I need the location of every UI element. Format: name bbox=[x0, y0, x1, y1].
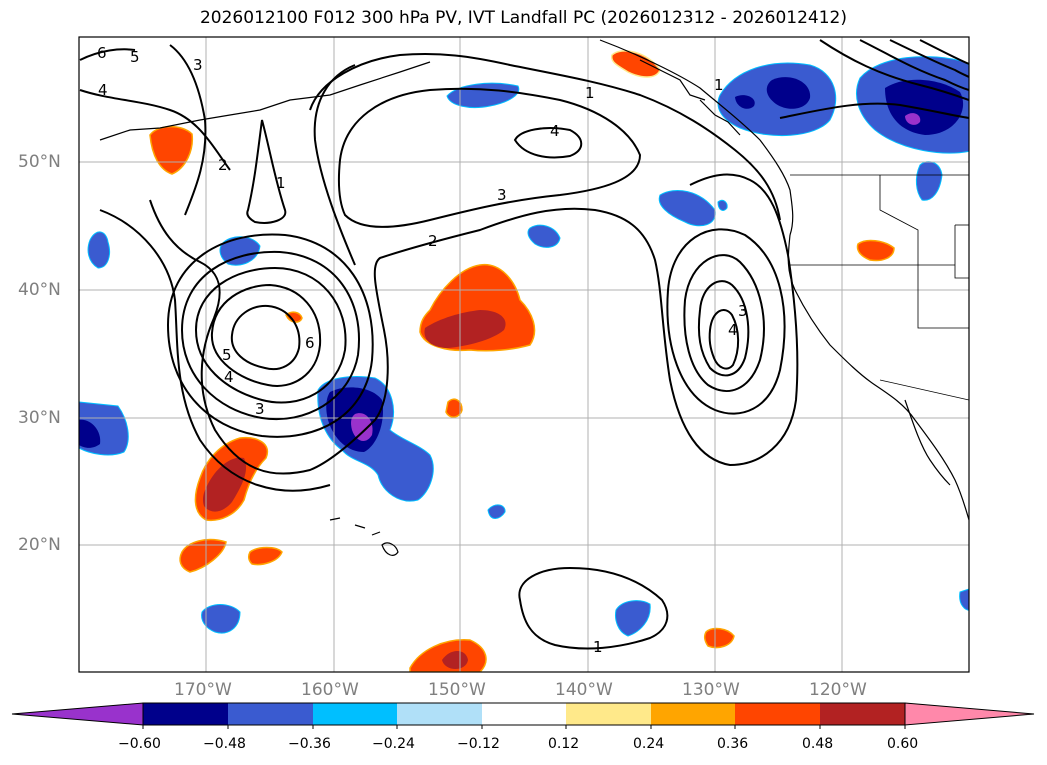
colorbar-tick-label: −0.12 bbox=[457, 736, 500, 752]
neg-fill-dateline-core bbox=[79, 419, 101, 448]
contour-label: 6 bbox=[97, 44, 107, 62]
colorbar bbox=[11, 702, 1035, 729]
neg-fill-offshore bbox=[658, 189, 716, 227]
contour-label: 2 bbox=[428, 232, 438, 250]
neg-fill-subtrop-purple bbox=[351, 413, 373, 442]
colorbar-bin bbox=[566, 703, 651, 725]
map-frame bbox=[78, 36, 970, 673]
contour-label: 5 bbox=[130, 48, 140, 66]
colorbar-extend-low bbox=[11, 702, 144, 726]
neg-fill-hawaii-e bbox=[487, 504, 506, 519]
map-title: 2026012100 F012 300 hPa PV, IVT Landfall… bbox=[199, 8, 847, 28]
neg-fill-se bbox=[959, 588, 969, 611]
lat-label-40n: 40°N bbox=[18, 280, 61, 300]
pos-fill-west-small bbox=[179, 538, 227, 573]
lon-label-120w: 120°W bbox=[809, 680, 867, 700]
colorbar-bin bbox=[482, 703, 566, 725]
neg-fill-central-1 bbox=[527, 224, 561, 248]
contour-label: 1 bbox=[585, 84, 595, 102]
neg-fill-west-1 bbox=[219, 236, 261, 266]
colorbar-bin bbox=[228, 703, 313, 725]
colorbar-bin bbox=[820, 703, 905, 725]
neg-fill-alaska-1-small bbox=[735, 95, 755, 109]
neg-fill-bc-core bbox=[885, 79, 964, 135]
neg-fill-south-1 bbox=[201, 604, 241, 634]
contour-label: 4 bbox=[98, 81, 108, 99]
colorbar-tick-label: 0.36 bbox=[717, 736, 749, 752]
colorbar-bin bbox=[735, 703, 820, 725]
pos-fill-south-e bbox=[703, 627, 735, 649]
contour-label: 3 bbox=[738, 302, 748, 320]
pos-fill-south-core bbox=[442, 651, 468, 669]
colorbar-bin bbox=[397, 703, 482, 725]
colorbar-tick-label: −0.24 bbox=[372, 736, 415, 752]
lon-label-160w: 160°W bbox=[301, 680, 359, 700]
pos-fill-west-small-2 bbox=[247, 546, 283, 566]
contour-label: 4 bbox=[224, 368, 234, 386]
lat-label-20n: 20°N bbox=[18, 535, 61, 555]
neg-fill-bc-purple bbox=[905, 113, 921, 125]
colorbar-bin bbox=[313, 703, 397, 725]
colorbar-tick-label: −0.36 bbox=[288, 736, 331, 752]
pos-fill-west-subtrop-core bbox=[202, 457, 247, 512]
neg-fill-south-2 bbox=[615, 600, 651, 637]
contour-label: 1 bbox=[593, 638, 603, 656]
colorbar-bin bbox=[651, 703, 735, 725]
neg-fill-nw-pac-1 bbox=[446, 82, 520, 109]
contour-labels: 6 5 4 3 2 1 1 2 3 4 1 3 4 5 6 3 4 1 bbox=[97, 44, 748, 656]
pos-fill-central-core bbox=[424, 310, 506, 348]
colorbar-tick-label: 0.60 bbox=[887, 736, 919, 752]
contour-label: 3 bbox=[255, 400, 265, 418]
colorbar-extend-high bbox=[904, 702, 1035, 726]
colorbar-tick-label: 0.24 bbox=[633, 736, 665, 752]
pos-fill-utah bbox=[856, 239, 895, 262]
contour-label: 1 bbox=[276, 174, 286, 192]
colorbar-bin bbox=[143, 703, 228, 725]
pos-fill-aleutian bbox=[149, 125, 194, 175]
pv-contours bbox=[79, 39, 969, 650]
pos-fill-small-1 bbox=[285, 311, 303, 323]
map-content: 6 5 4 3 2 1 1 2 3 4 1 3 4 5 6 3 4 1 bbox=[79, 37, 969, 672]
lat-label-30n: 30°N bbox=[18, 408, 61, 428]
colorbar-tick-label: 0.48 bbox=[802, 736, 834, 752]
pos-fill-small-2 bbox=[445, 398, 463, 418]
contour-label: 4 bbox=[550, 122, 560, 140]
political-borders bbox=[790, 174, 969, 401]
neg-fill-west-2 bbox=[87, 231, 111, 269]
lon-label-170w: 170°W bbox=[174, 680, 232, 700]
contour-label: 1 bbox=[714, 76, 724, 94]
colorbar-tick-label: 0.12 bbox=[548, 736, 580, 752]
contour-label: 2 bbox=[218, 156, 228, 174]
neg-fill-nevada bbox=[915, 161, 943, 201]
lon-label-130w: 130°W bbox=[682, 680, 740, 700]
contour-label: 6 bbox=[305, 334, 315, 352]
negative-anomaly-fills bbox=[79, 56, 969, 637]
contour-label: 3 bbox=[193, 56, 203, 74]
lon-label-140w: 140°W bbox=[555, 680, 613, 700]
neg-fill-offshore-small bbox=[717, 199, 728, 211]
coastlines bbox=[99, 39, 969, 556]
contour-label: 5 bbox=[222, 346, 232, 364]
contour-label: 4 bbox=[728, 321, 738, 339]
colorbar-tick-label: −0.60 bbox=[118, 736, 161, 752]
contour-label: 3 bbox=[497, 186, 507, 204]
colorbar-tick-label: −0.48 bbox=[203, 736, 246, 752]
positive-anomaly-fills bbox=[149, 50, 895, 672]
colorbar-frame bbox=[142, 702, 906, 726]
pos-fill-alaska-coast bbox=[610, 50, 661, 78]
lon-label-150w: 150°W bbox=[428, 680, 486, 700]
lat-label-50n: 50°N bbox=[18, 152, 61, 172]
neg-fill-alaska-1-core bbox=[766, 77, 811, 109]
